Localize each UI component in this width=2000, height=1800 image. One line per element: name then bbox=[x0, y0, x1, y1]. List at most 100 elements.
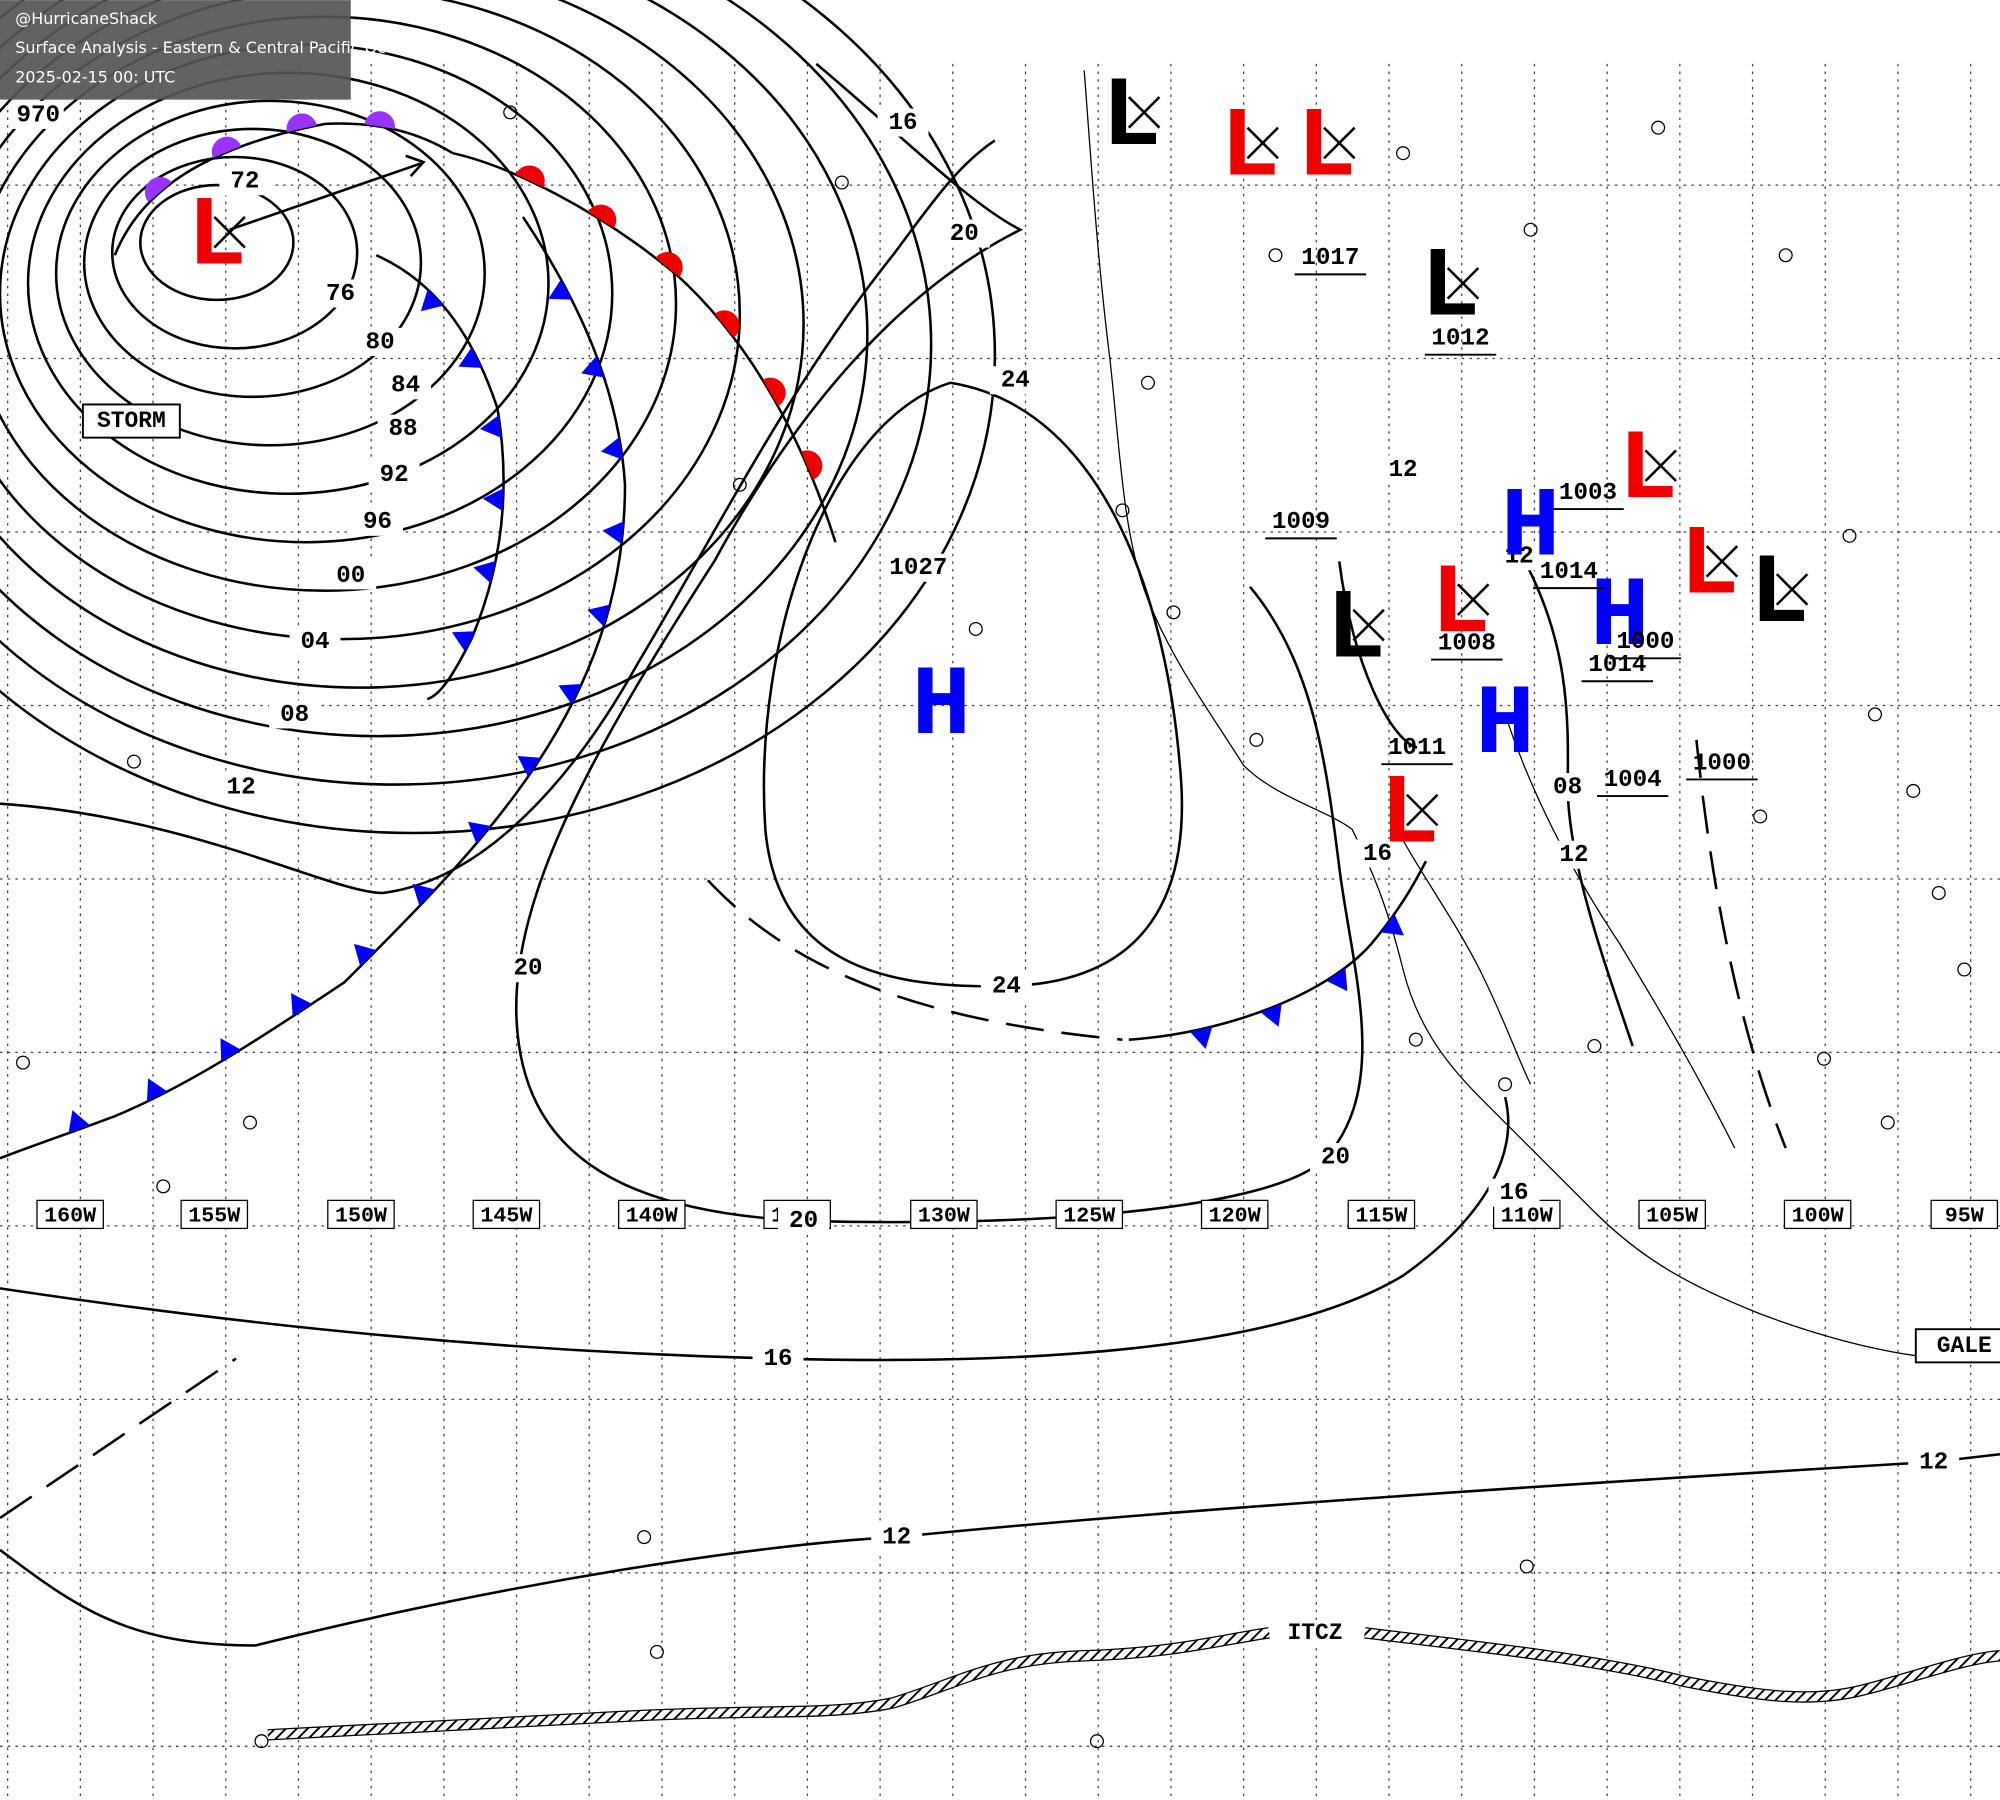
isobar-label: 16 bbox=[889, 110, 918, 137]
isobar-label-bg bbox=[315, 279, 367, 308]
triangle bbox=[458, 347, 482, 368]
station-symbol bbox=[1651, 120, 1666, 135]
pressure-center: L bbox=[1220, 91, 1280, 204]
cold-front-symbol bbox=[1380, 914, 1404, 936]
warm-front-symbol bbox=[801, 450, 823, 480]
station-symbol bbox=[1268, 248, 1283, 263]
isobar-label-bg bbox=[989, 366, 1041, 395]
center-pressure-value: 1012 bbox=[1431, 326, 1489, 353]
pressure-center: H bbox=[1501, 471, 1561, 584]
cold-front-symbol bbox=[600, 437, 623, 460]
longitude-box bbox=[617, 1199, 686, 1230]
station-symbol bbox=[1115, 503, 1130, 518]
warm-front-symbol bbox=[211, 136, 242, 158]
low-center-x bbox=[1405, 793, 1439, 827]
isobar-label: 20 bbox=[1321, 1144, 1350, 1171]
center-pressure-value: 1014 bbox=[1588, 652, 1646, 679]
cold-front-symbol bbox=[479, 415, 502, 438]
isobar-label: 12 bbox=[227, 775, 256, 802]
isobar-label-bg bbox=[1908, 1447, 1960, 1476]
station-symbol bbox=[1498, 1077, 1513, 1092]
isobar-label: 76 bbox=[326, 281, 355, 308]
triangle bbox=[353, 943, 377, 967]
header-timestamp: 2025-02-15 00: UTC bbox=[15, 67, 175, 86]
boxed-label: STORM bbox=[97, 408, 166, 434]
pressure-center: L bbox=[187, 181, 247, 294]
low-center-x bbox=[1644, 449, 1677, 482]
low-center-x bbox=[1446, 267, 1480, 300]
longitude-box bbox=[1783, 1199, 1852, 1230]
triangle bbox=[600, 437, 623, 460]
isobar-label: 24 bbox=[992, 974, 1021, 1001]
station-symbol bbox=[126, 754, 141, 769]
warm-front-symbol bbox=[364, 111, 395, 129]
triangle bbox=[558, 683, 582, 705]
triangle bbox=[1380, 914, 1404, 936]
isobar-label-bg bbox=[1488, 1178, 1540, 1207]
isobar bbox=[110, 155, 359, 350]
isobar-label-bg bbox=[502, 954, 554, 983]
cold-front-symbol bbox=[1189, 1026, 1213, 1050]
longitude-label: 140W bbox=[626, 1203, 678, 1228]
center-pressure-value: 1004 bbox=[1604, 767, 1662, 794]
cold-front-symbol bbox=[220, 1038, 241, 1062]
occluded-front bbox=[113, 122, 454, 256]
longitude-label: 110W bbox=[1501, 1203, 1553, 1228]
semicircle bbox=[144, 176, 172, 203]
cold-front-symbol bbox=[548, 279, 572, 300]
triangle bbox=[146, 1078, 168, 1102]
cold-front-symbol bbox=[412, 883, 436, 907]
cold-front-symbol bbox=[587, 604, 611, 627]
warm-front-symbol bbox=[286, 113, 317, 133]
isobar-label: 12 bbox=[1919, 1449, 1948, 1476]
longitude-label: 115W bbox=[1355, 1203, 1407, 1228]
center-pressure-value: 1000 bbox=[1693, 750, 1751, 777]
itcz-label-bg bbox=[1275, 1620, 1355, 1646]
semicircle bbox=[515, 165, 545, 188]
station-plots bbox=[15, 105, 1972, 1749]
map-labels: 160W155W150W145W140W135W130W125W120W115W… bbox=[12, 61, 2000, 1646]
triangle bbox=[68, 1110, 91, 1134]
semicircle bbox=[714, 310, 740, 338]
cold-front-symbol bbox=[420, 288, 444, 312]
header-handle: @HurricaneShack bbox=[15, 9, 157, 28]
isobar-label-bg bbox=[980, 972, 1032, 1001]
longitude-label: 155W bbox=[188, 1203, 240, 1228]
pressure-center: L bbox=[1380, 758, 1440, 871]
isobar bbox=[139, 183, 295, 302]
cold-front-symbol bbox=[146, 1078, 168, 1102]
warm-front-symbol bbox=[588, 204, 617, 229]
isobar-label-bg bbox=[778, 1206, 830, 1235]
header-title: Surface Analysis - Eastern & Central Pac… bbox=[15, 38, 415, 57]
center-pressure-value: 1003 bbox=[1559, 480, 1617, 507]
warm-front-symbol bbox=[714, 310, 740, 338]
longitude-box bbox=[472, 1199, 541, 1230]
isobar-label-bg bbox=[1377, 455, 1429, 484]
longitude-label: 100W bbox=[1792, 1203, 1844, 1228]
isobar-label: 08 bbox=[280, 702, 309, 729]
isobar-label-bg bbox=[871, 1523, 923, 1552]
center-pressure-value: 1009 bbox=[1272, 509, 1330, 536]
isobar-label-bg bbox=[215, 773, 267, 802]
cold-front-symbol bbox=[581, 355, 605, 378]
isobar-label-bg bbox=[12, 100, 64, 129]
isobar-label: 20 bbox=[789, 1208, 818, 1235]
warm-front-symbol bbox=[144, 176, 172, 203]
triangle bbox=[602, 521, 624, 545]
station-symbol bbox=[1523, 222, 1538, 237]
isobar-label-bg bbox=[354, 327, 406, 356]
longitude-box bbox=[180, 1199, 249, 1230]
low-center-x bbox=[1705, 545, 1739, 578]
isobar-label: 12 bbox=[882, 1525, 911, 1552]
station-symbol bbox=[254, 1734, 269, 1749]
semicircle bbox=[211, 136, 242, 158]
station-symbol bbox=[1249, 732, 1264, 747]
low-center-x bbox=[1457, 583, 1490, 616]
cold-front-symbol bbox=[353, 943, 377, 967]
cold-front-symbol bbox=[1260, 1003, 1282, 1027]
isobar-label-bg bbox=[752, 1344, 804, 1373]
isobar-label-bg bbox=[877, 108, 929, 137]
cold-front-symbol bbox=[291, 993, 312, 1017]
